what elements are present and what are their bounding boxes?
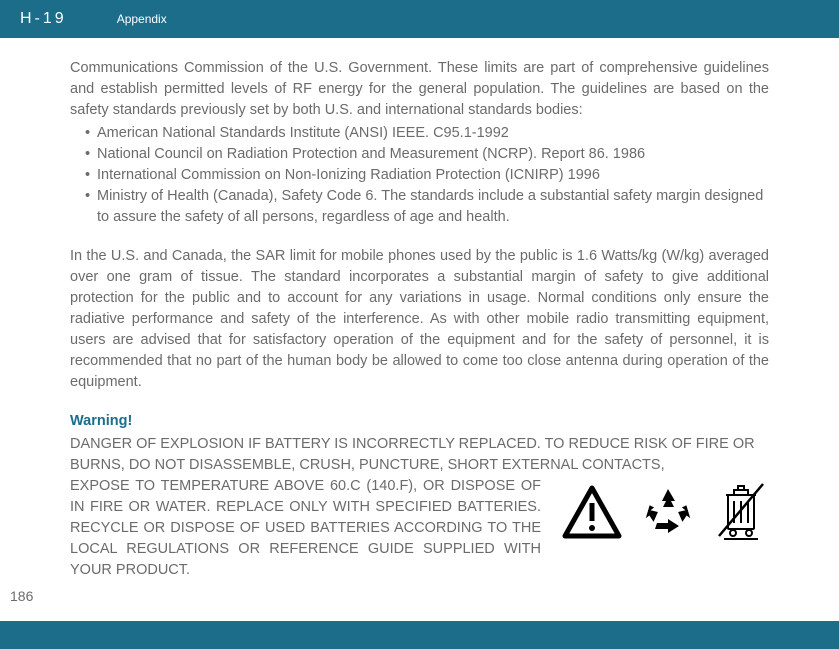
intro-paragraph: Communications Commission of the U.S. Go… (70, 58, 769, 121)
safety-icons (541, 476, 769, 550)
warning-triangle-icon (561, 485, 623, 547)
page-number: 186 (10, 588, 33, 604)
header-bar: H-19 Appendix (0, 0, 839, 38)
warning-block: DANGER OF EXPLOSION IF BATTERY IS INCORR… (70, 434, 769, 581)
recycle-icon (641, 485, 696, 547)
no-trash-icon (714, 481, 769, 550)
standards-list: American National Standards Institute (A… (70, 123, 769, 228)
list-item: American National Standards Institute (A… (85, 123, 769, 144)
list-item: International Commission on Non-Ionizing… (85, 165, 769, 186)
list-item: National Council on Radiation Protection… (85, 144, 769, 165)
section-label: Appendix (117, 12, 167, 26)
page-content: Communications Commission of the U.S. Go… (0, 38, 839, 581)
list-item: Ministry of Health (Canada), Safety Code… (85, 186, 769, 228)
warning-text-1: DANGER OF EXPLOSION IF BATTERY IS INCORR… (70, 436, 755, 473)
sar-paragraph: In the U.S. and Canada, the SAR limit fo… (70, 246, 769, 393)
warning-heading: Warning! (70, 411, 769, 432)
warning-text-2: EXPOSE TO TEMPERATURE ABOVE 60.C (140.F)… (70, 476, 541, 581)
logo-text: H-19 (20, 10, 67, 28)
footer-bar (0, 621, 839, 649)
